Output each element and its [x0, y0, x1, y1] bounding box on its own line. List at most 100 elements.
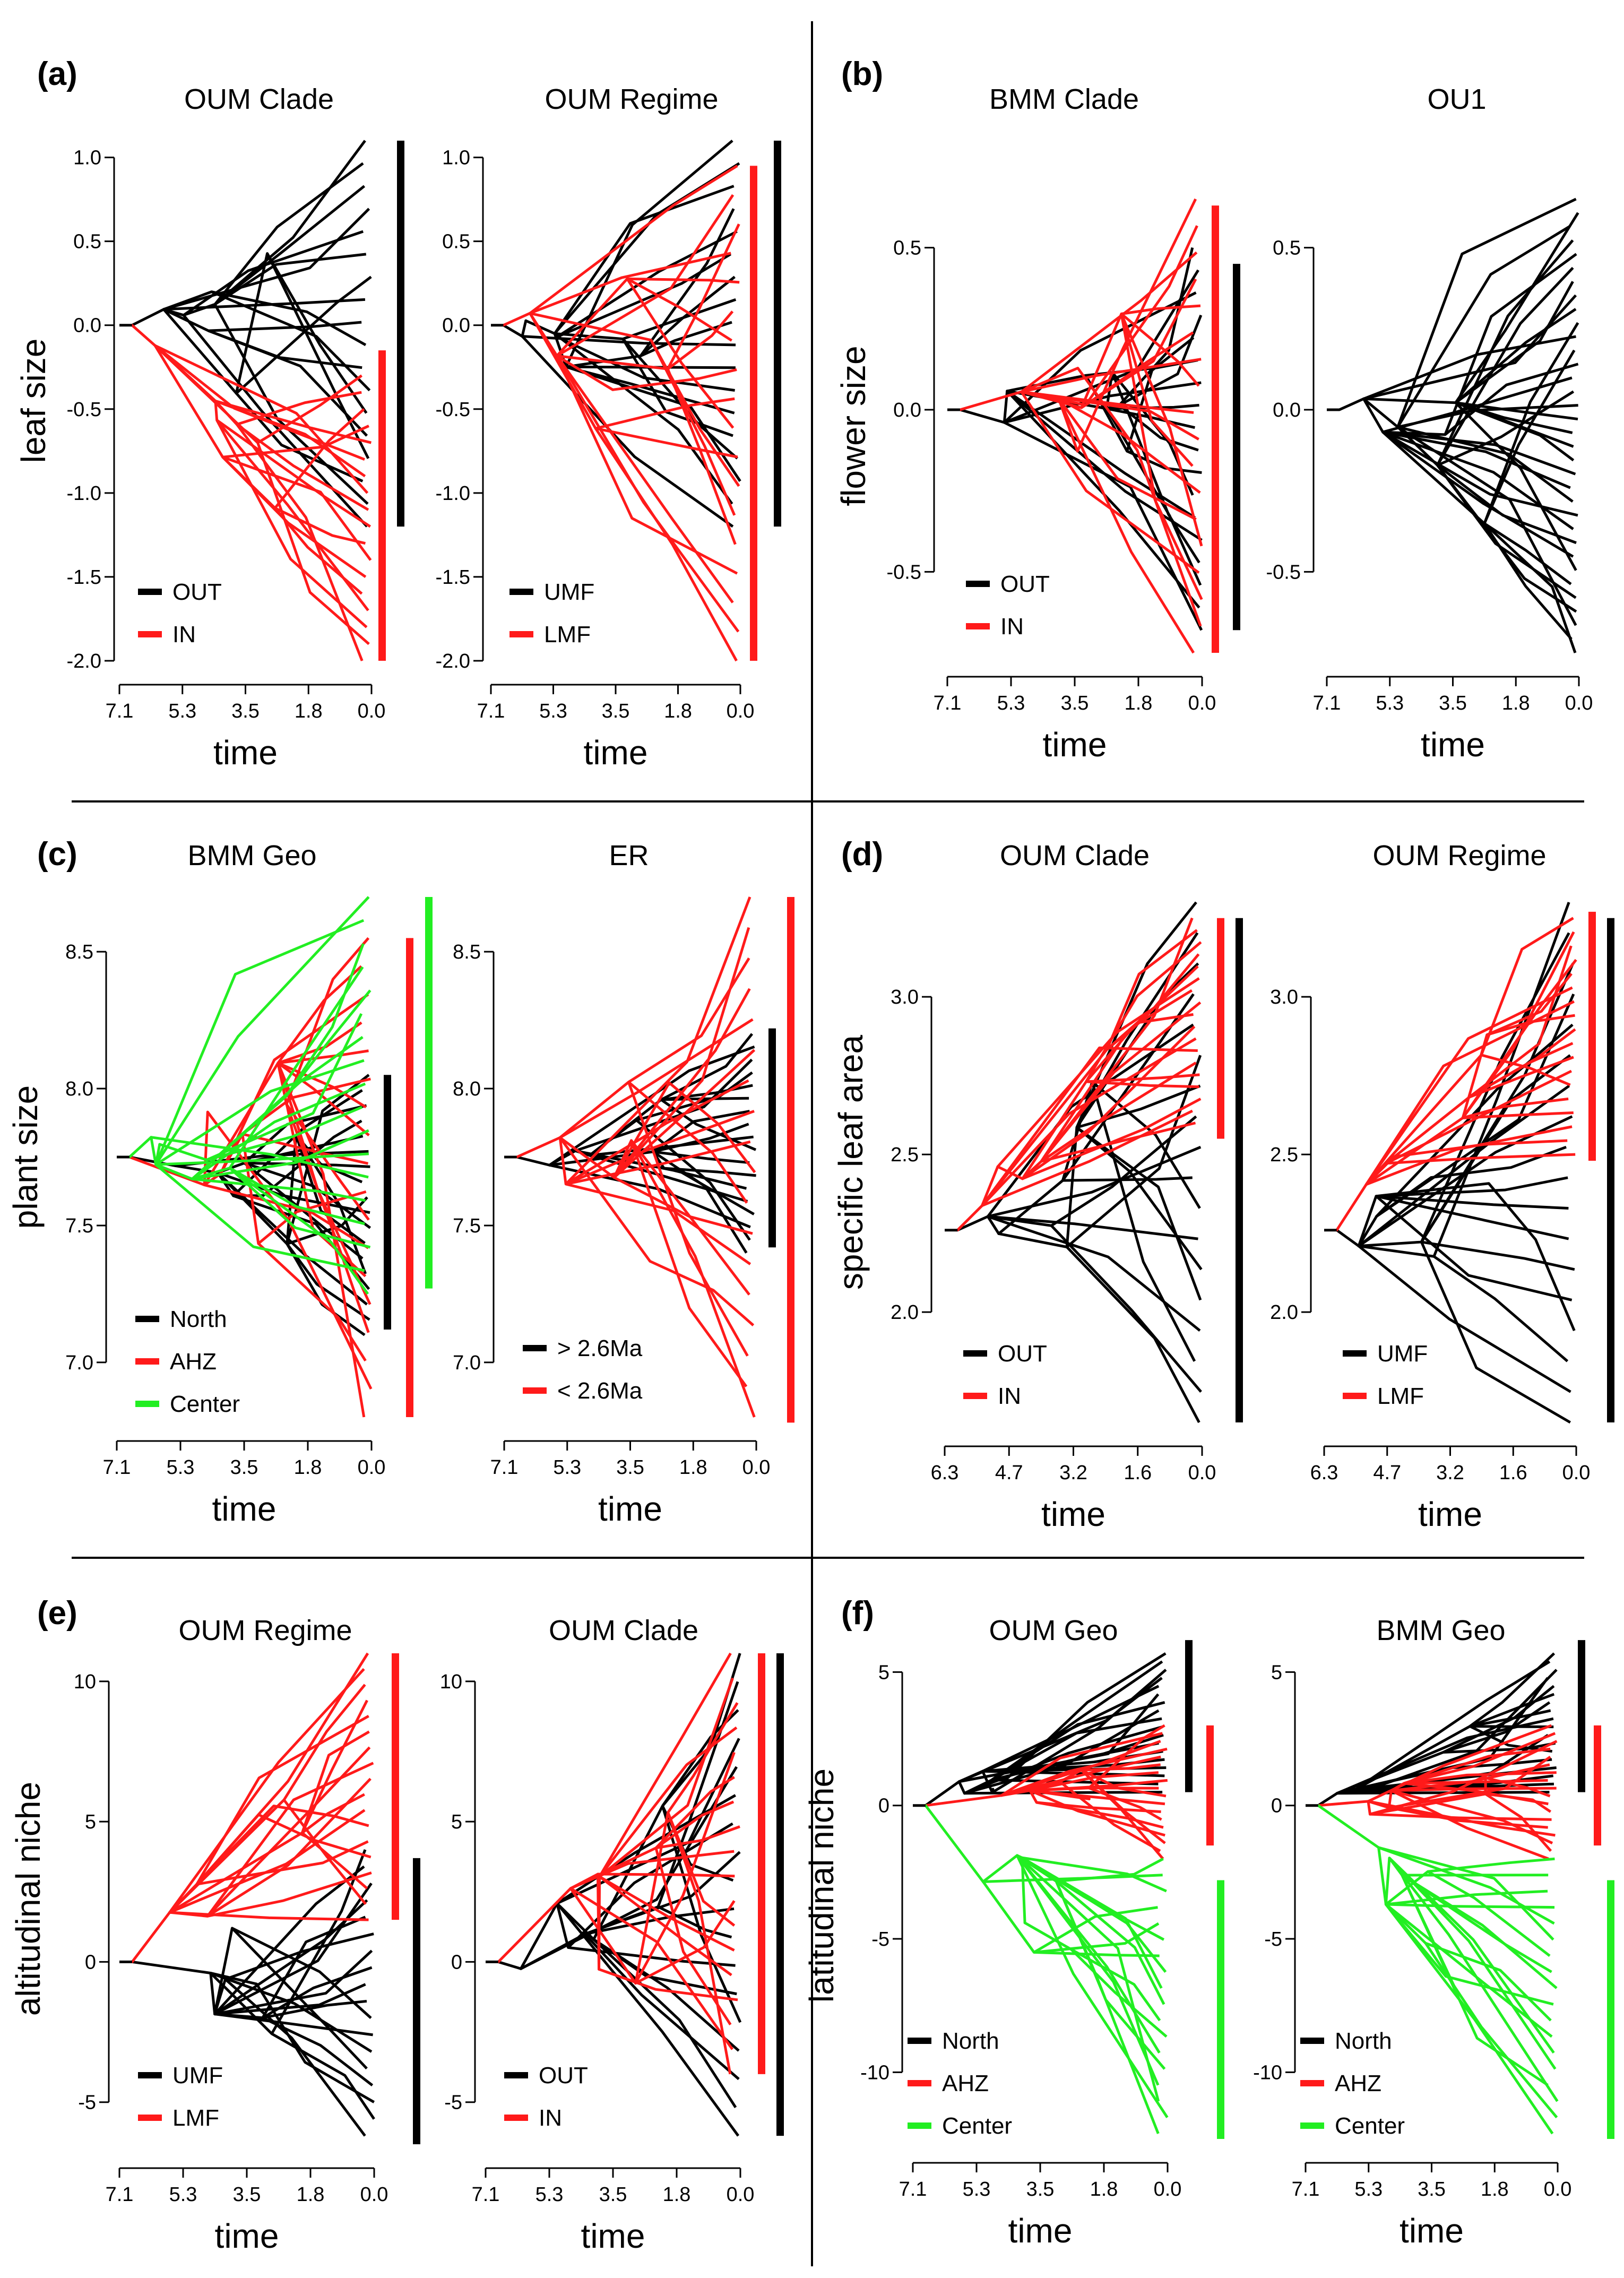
branch: [555, 354, 615, 391]
chart-e1: (e) OUM Regime 10 5 0 -5 altitudinal niche 7.1 5…: [9, 1595, 420, 2255]
branch: [1455, 281, 1574, 404]
branch: [1468, 1056, 1574, 1099]
legend-label: IN: [998, 1383, 1021, 1409]
branch: [1335, 1183, 1368, 1232]
chart-f1: (f) OUM Geo 5 0 -5 -10 latitudinal niche 7.1 5.3…: [802, 1595, 1224, 2250]
branch: [630, 1140, 750, 1296]
branch: [1030, 1779, 1168, 1792]
branch: [570, 1850, 735, 1890]
x-tick-label: 0.0: [727, 700, 755, 722]
branch: [1483, 522, 1577, 653]
x-axis-label: time: [1400, 2212, 1464, 2250]
branch: [168, 1831, 304, 1914]
branch: [924, 1794, 1003, 1807]
branch: [236, 424, 364, 661]
branch: [214, 253, 367, 306]
branch: [554, 332, 733, 505]
x-tick-label: 1.8: [663, 2184, 691, 2206]
branch: [565, 1183, 751, 1265]
legend-label: AHZ: [1335, 2070, 1381, 2096]
branch: [274, 507, 366, 545]
branch: [1385, 1903, 1553, 2038]
x-tick-label: 1.8: [1090, 2178, 1118, 2201]
legend-label: UMF: [172, 2063, 223, 2089]
phylogeny-branches: [945, 901, 1203, 1423]
branch: [1369, 1740, 1558, 1816]
y-axis-label: plant size: [6, 1085, 45, 1229]
chart-title: OUM Clade: [549, 1615, 698, 1646]
branch: [1021, 358, 1202, 393]
branch: [598, 1873, 735, 1878]
branch: [261, 1915, 366, 2019]
range-bars: [392, 1653, 420, 2144]
x-tick-label: 7.1: [103, 1456, 131, 1479]
chart-b2: OU1 0.5 0.0 -0.5 7.1 5.3 3.5 1.8 0.0 time: [1266, 83, 1593, 764]
branch: [207, 1871, 372, 1918]
branch: [1376, 1176, 1568, 1198]
branch: [519, 1902, 559, 1970]
branch: [131, 1960, 212, 1974]
branch: [1084, 225, 1198, 406]
range-bars: [1212, 205, 1240, 653]
branch: [558, 1136, 616, 1179]
branch: [1091, 1081, 1201, 1209]
branch: [235, 252, 269, 395]
branch: [1367, 1800, 1371, 1816]
chart-title: OUM Regime: [1372, 840, 1546, 871]
branch: [216, 419, 372, 528]
branch: [1486, 972, 1573, 1036]
branch: [215, 419, 368, 628]
x-axis-label: time: [1043, 726, 1107, 764]
branch: [1006, 390, 1200, 609]
legend-label: Center: [942, 2113, 1012, 2139]
branch: [1118, 404, 1199, 452]
y-tick-label: -5: [444, 2092, 462, 2114]
legend-label: OUT: [539, 2063, 588, 2089]
x-tick-label: 1.8: [295, 700, 323, 722]
x-tick-label: 7.1: [1313, 692, 1341, 714]
branch: [588, 1098, 663, 1157]
y-tick-label: 0: [878, 1795, 889, 1817]
branch: [1317, 1804, 1380, 1849]
branch: [1442, 1701, 1551, 1754]
branch: [654, 1848, 732, 2025]
branch: [1338, 397, 1365, 411]
branch: [1377, 1846, 1387, 1906]
branch: [1120, 313, 1194, 467]
branch: [996, 1165, 1024, 1180]
branch: [274, 408, 365, 509]
branch: [497, 1960, 522, 1970]
branch: [286, 1074, 370, 1245]
legend: > 2.6Ma < 2.6Ma: [523, 1335, 643, 1404]
x-tick-label: 7.1: [106, 2184, 134, 2206]
x-axis: 7.1 5.3 3.5 1.8 0.0: [103, 1440, 385, 1479]
series-out: [497, 1653, 742, 2137]
branch: [1385, 1903, 1554, 2135]
branch: [1354, 1774, 1554, 1791]
branch: [191, 1082, 366, 1180]
panel-letter: (b): [841, 56, 883, 92]
branch: [1030, 1789, 1165, 1806]
branch: [1062, 1176, 1193, 1182]
x-axis-label: time: [584, 734, 648, 772]
branch: [1086, 1080, 1199, 1089]
chart-title: BMM Geo: [1376, 1615, 1505, 1646]
branch: [1484, 1792, 1552, 1852]
branch: [1420, 932, 1570, 1243]
branch: [613, 988, 751, 1179]
branch: [163, 298, 366, 311]
branch: [1391, 1787, 1557, 1792]
branch: [192, 1129, 369, 1180]
branch: [594, 427, 738, 662]
phylogeny-branches: [117, 896, 373, 1418]
range-bars: [1185, 1640, 1224, 2139]
branch: [154, 919, 365, 1166]
series-in: [958, 198, 1203, 654]
branch: [224, 1978, 366, 2137]
branch: [1057, 398, 1195, 654]
phylogeny-branches: [1327, 197, 1579, 653]
branch: [556, 355, 738, 575]
branch: [1388, 1756, 1551, 1809]
branch: [266, 253, 368, 414]
